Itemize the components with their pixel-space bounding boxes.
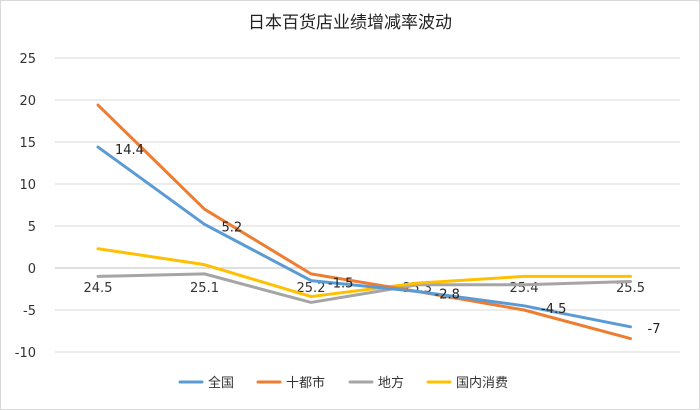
series-line-1	[96, 103, 632, 341]
series-line-2	[96, 272, 632, 304]
y-tick-label: 20	[19, 94, 36, 109]
data-label: 14.4	[115, 143, 144, 158]
data-label: -7	[648, 322, 661, 337]
x-tick-label: 25.5	[616, 281, 645, 296]
chart-title: 日本百货店业绩增减率波动	[248, 13, 452, 33]
series-lines	[96, 103, 632, 341]
x-tick-label: 25.2	[297, 281, 326, 296]
series-line-0	[96, 145, 632, 329]
y-tick-label: 0	[28, 262, 36, 277]
data-label: -2.8	[435, 288, 460, 303]
data-label: -4.5	[541, 302, 566, 317]
y-axis-ticks: 25 20 15 10 5 0 -5 -10	[15, 52, 36, 361]
x-tick-label: 24.5	[84, 281, 113, 296]
y-tick-label: -5	[23, 304, 36, 319]
legend-label: 全国	[208, 375, 234, 391]
legend-label: 地方	[378, 375, 404, 391]
x-tick-label: 25.1	[190, 281, 219, 296]
legend-label: 国内消费	[456, 375, 508, 391]
y-tick-label: 25	[19, 52, 36, 67]
y-tick-label: 5	[28, 220, 36, 235]
gridlines	[55, 57, 680, 353]
legend: 全国 十都市 地方 国内消费	[178, 375, 508, 391]
data-label: -1.5	[328, 277, 353, 292]
y-tick-label: -10	[15, 346, 36, 361]
y-tick-label: 15	[19, 136, 36, 151]
data-label: 5.2	[222, 220, 243, 235]
legend-label: 十都市	[286, 375, 325, 391]
series-line-3	[96, 247, 632, 299]
data-labels: 14.4 5.2 -1.5 -2.8 -4.5 -7	[115, 143, 660, 337]
y-tick-label: 10	[19, 178, 36, 193]
